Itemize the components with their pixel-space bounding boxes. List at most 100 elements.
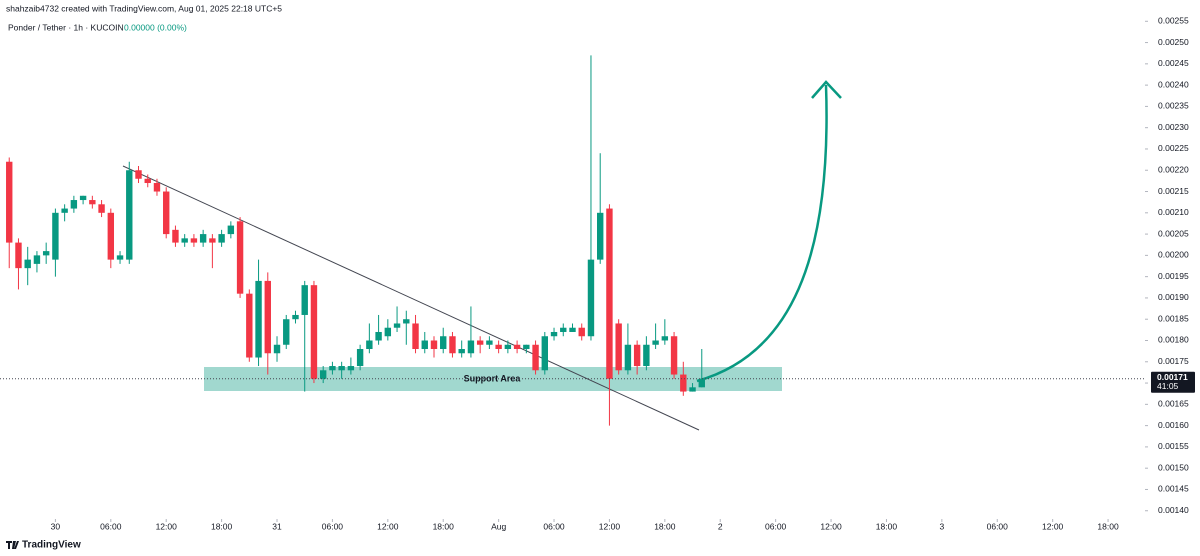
candle-body	[495, 344, 502, 350]
candle-body	[643, 344, 650, 367]
candle-body	[467, 340, 475, 354]
chart-title: Ponder / Tether · 1h · KUCOIN	[8, 22, 124, 32]
candle-body	[449, 336, 456, 354]
candle-body	[107, 212, 115, 260]
candle-body	[440, 336, 447, 350]
candle-body	[181, 238, 188, 243]
candle-body	[393, 323, 401, 328]
candle-body	[135, 170, 142, 179]
candle-body	[264, 280, 271, 354]
candle-body	[680, 374, 687, 392]
x-tick-label: 30	[51, 521, 61, 531]
x-tick-label: 06:00	[765, 521, 787, 531]
candle-body	[513, 344, 521, 350]
trend-line	[122, 165, 700, 431]
candle-body	[633, 344, 641, 367]
candle-body	[52, 212, 59, 260]
y-tick-label: 0.00205	[1158, 228, 1189, 238]
candle-body	[412, 323, 419, 350]
candle-body	[227, 225, 235, 235]
candle-body	[366, 340, 373, 350]
candle-body	[356, 349, 364, 367]
candles	[6, 55, 705, 426]
candle-body	[541, 336, 548, 371]
candle-body	[338, 366, 345, 371]
candle-body	[310, 285, 318, 379]
candle-body	[172, 229, 179, 243]
candle-body	[384, 327, 392, 337]
y-tick-label: 0.00140	[1158, 505, 1189, 515]
y-tick-label: 0.00200	[1158, 250, 1189, 260]
candle-body	[652, 340, 659, 345]
x-tick-label: 12:00	[156, 521, 178, 531]
y-tick-label: 0.00175	[1158, 356, 1189, 366]
arrow-head	[811, 80, 842, 99]
candle-body	[532, 344, 539, 371]
x-tick-label: 18:00	[654, 521, 676, 531]
x-tick-label: 31	[272, 521, 282, 531]
x-tick-label: 2	[718, 521, 723, 531]
last-price-label: 0.00171	[1157, 372, 1188, 382]
candle-body	[430, 340, 438, 350]
x-tick-label: 3	[939, 521, 944, 531]
y-tick-label: 0.00195	[1158, 271, 1189, 281]
x-tick-label: Aug	[491, 521, 506, 531]
y-tick-label: 0.00165	[1158, 399, 1189, 409]
candle-body	[292, 314, 299, 320]
x-tick-label: 06:00	[322, 521, 344, 531]
candle-body	[61, 208, 68, 213]
candle-body	[163, 191, 170, 235]
y-tick-label: 0.00245	[1158, 58, 1189, 68]
y-tick-label: 0.00225	[1158, 143, 1189, 153]
y-tick-label: 0.00210	[1158, 207, 1189, 217]
y-tick-label: 0.00255	[1158, 16, 1189, 26]
y-tick-label: 0.00160	[1158, 420, 1189, 430]
candle-body	[458, 349, 465, 354]
x-tick-label: 12:00	[1042, 521, 1064, 531]
x-tick-label: 06:00	[987, 521, 1009, 531]
countdown-label: 41:05	[1157, 381, 1179, 391]
candle-body	[79, 195, 87, 201]
candle-body	[273, 344, 281, 354]
candle-body	[486, 340, 493, 345]
candle-body	[403, 319, 410, 324]
brand: TradingView	[22, 540, 81, 551]
candle-body	[523, 344, 530, 350]
y-tick-label: 0.00240	[1158, 79, 1189, 89]
y-tick-label: 0.00235	[1158, 101, 1189, 111]
candle-body	[615, 323, 622, 371]
x-tick-label: 18:00	[211, 521, 233, 531]
y-tick-label: 0.00150	[1158, 462, 1189, 472]
projection-arrow	[696, 84, 828, 383]
candle-body	[255, 280, 262, 358]
candle-body	[329, 366, 336, 371]
candle-body	[218, 234, 225, 243]
y-tick-label: 0.00155	[1158, 441, 1189, 451]
x-tick-label: 18:00	[433, 521, 455, 531]
candle-body	[624, 344, 632, 371]
last-price-box	[1151, 371, 1195, 393]
candle-body	[116, 255, 124, 260]
candle-body	[199, 234, 207, 243]
candle-body	[6, 161, 13, 243]
candle-body	[283, 319, 290, 345]
candle-body	[24, 259, 31, 269]
x-tick-label: 18:00	[876, 521, 898, 531]
candle-body	[347, 366, 355, 371]
candle-body	[319, 370, 327, 379]
y-tick-label: 0.00230	[1158, 122, 1189, 132]
candle-body	[42, 251, 50, 256]
candle-body	[190, 238, 198, 243]
candle-body	[670, 336, 678, 375]
x-tick-label: 12:00	[377, 521, 399, 531]
candle-body	[597, 212, 604, 260]
candle-body	[661, 336, 669, 341]
x-tick-label: 06:00	[543, 521, 565, 531]
x-tick-label: 12:00	[820, 521, 842, 531]
y-tick-label: 0.00185	[1158, 313, 1189, 323]
candle-body	[587, 259, 595, 337]
candle-body	[504, 344, 512, 350]
candle-body	[33, 255, 41, 264]
candle-body	[698, 378, 705, 388]
